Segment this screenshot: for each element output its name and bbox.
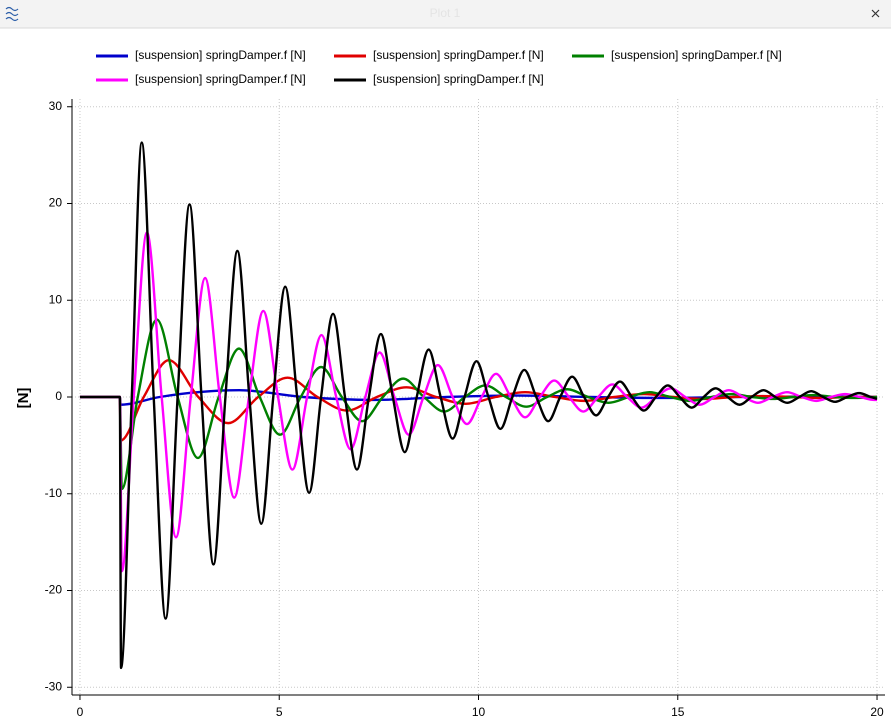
- y-tick-label: 20: [49, 196, 63, 210]
- legend-label: [suspension] springDamper.f [N]: [611, 48, 782, 62]
- y-tick-label: -20: [45, 583, 63, 597]
- y-tick-label: 30: [49, 99, 63, 113]
- x-tick-label: 20: [870, 705, 884, 719]
- x-tick-label: 15: [671, 705, 685, 719]
- window-title: Plot 1: [430, 6, 461, 20]
- x-tick-label: 10: [472, 705, 486, 719]
- x-tick-label: 5: [276, 705, 283, 719]
- legend-label: [suspension] springDamper.f [N]: [373, 72, 544, 86]
- y-tick-label: -30: [45, 679, 63, 693]
- x-tick-label: 0: [77, 705, 84, 719]
- y-axis-label: [N]: [15, 388, 32, 409]
- title-bar: [0, 0, 891, 28]
- y-tick-label: -10: [45, 486, 63, 500]
- y-tick-label: 0: [55, 389, 62, 403]
- legend-label: [suspension] springDamper.f [N]: [135, 72, 306, 86]
- window-icon: [5, 6, 19, 22]
- series-line: [79, 231, 878, 573]
- y-tick-label: 10: [49, 292, 63, 306]
- close-button[interactable]: [871, 9, 880, 18]
- series-line: [79, 141, 878, 670]
- legend-label: [suspension] springDamper.f [N]: [373, 48, 544, 62]
- legend-label: [suspension] springDamper.f [N]: [135, 48, 306, 62]
